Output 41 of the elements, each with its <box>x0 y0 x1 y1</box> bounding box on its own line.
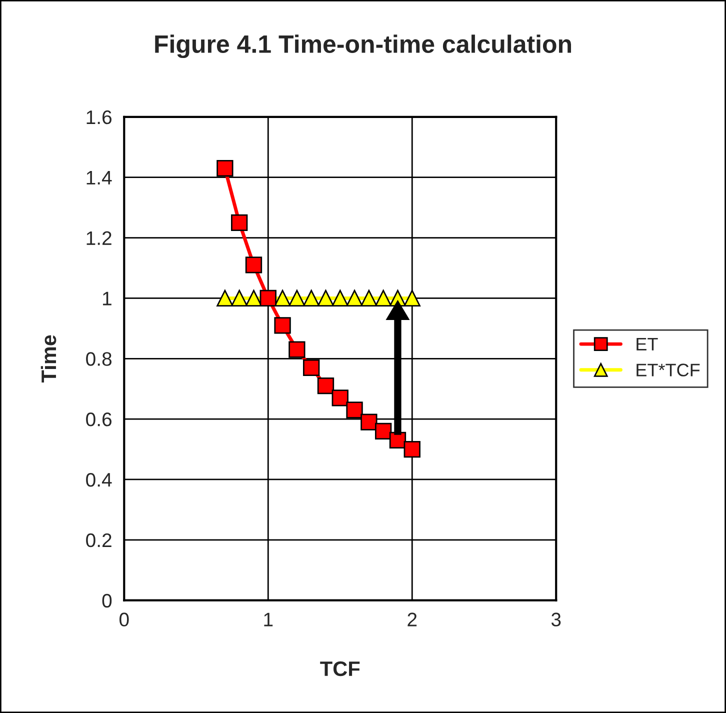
point <box>274 290 291 307</box>
y-axis-title: Time <box>40 335 56 383</box>
x-tick-label: 0 <box>120 612 129 626</box>
x-tick-label: 2 <box>408 612 417 626</box>
chart-title: Figure 4.1 Time-on-time calculation <box>155 34 572 58</box>
y-tick-label: 1.2 <box>86 231 112 245</box>
point <box>332 390 348 406</box>
point <box>404 290 420 307</box>
point <box>404 440 420 458</box>
point <box>317 290 334 307</box>
y-tick-label: 0.6 <box>86 412 112 426</box>
legend-label: ET*TCF <box>636 364 700 376</box>
legend-label: ET <box>636 338 658 350</box>
point <box>317 377 334 394</box>
x-axis-title: TCF <box>320 661 360 676</box>
point <box>231 290 248 307</box>
y-tick-label: 1.4 <box>86 171 112 184</box>
point <box>288 341 306 358</box>
y-tick-label: 1.6 <box>86 110 112 124</box>
point <box>245 256 262 274</box>
point <box>303 359 320 376</box>
point <box>231 214 248 232</box>
y-tick-label: 1 <box>103 292 112 306</box>
point <box>374 290 392 307</box>
point <box>360 414 378 430</box>
point <box>346 290 363 307</box>
point <box>216 290 234 307</box>
x-tick-label: 1 <box>264 612 273 626</box>
y-tick-label: 0 <box>102 594 112 608</box>
point <box>216 160 234 177</box>
point <box>274 317 291 334</box>
point <box>332 290 348 307</box>
point <box>288 290 306 307</box>
point <box>303 290 320 307</box>
point <box>346 402 363 418</box>
y-tick-label: 0.8 <box>86 352 112 366</box>
x-tick-label: 3 <box>551 612 561 626</box>
y-tick-label: 0.2 <box>86 533 112 548</box>
point <box>360 290 378 307</box>
y-tick-label: 0.4 <box>86 472 112 487</box>
point <box>374 422 392 440</box>
